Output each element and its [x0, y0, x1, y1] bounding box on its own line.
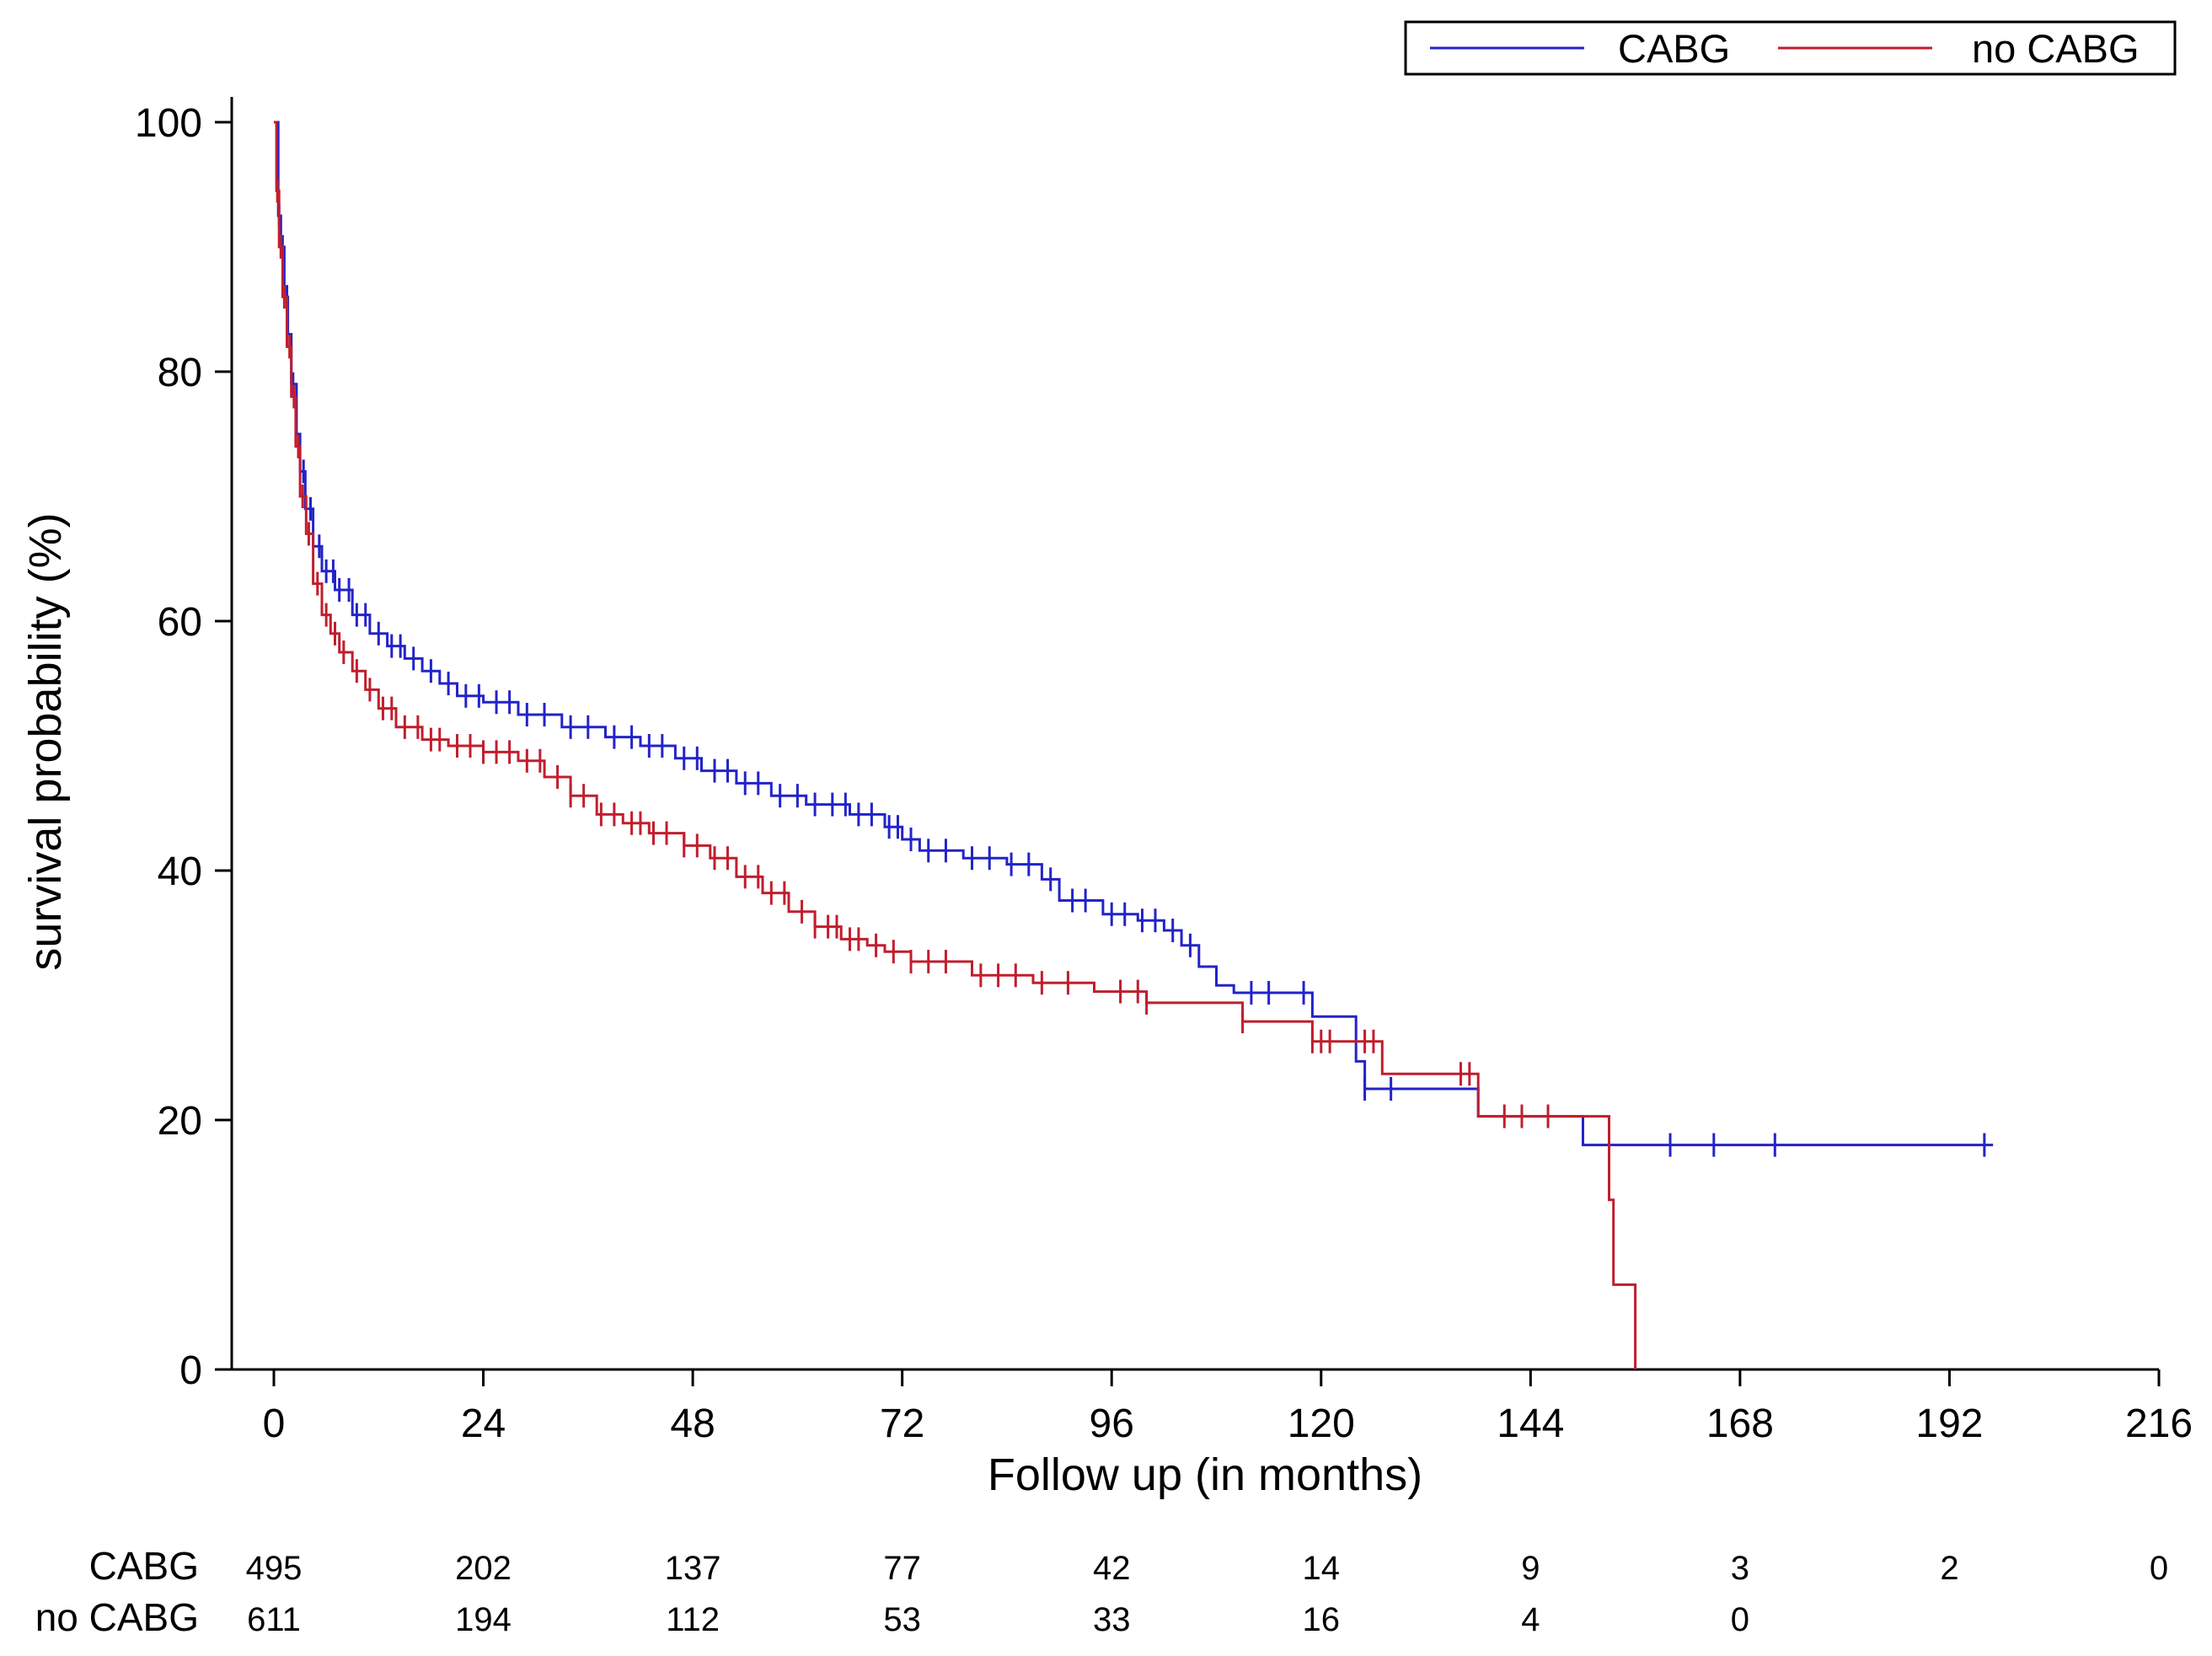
risk-count: 611: [247, 1601, 301, 1638]
x-tick-label: 192: [1915, 1401, 1983, 1446]
x-tick-label: 144: [1497, 1401, 1564, 1446]
risk-count: 2: [1940, 1550, 1958, 1587]
risk-count: 42: [1093, 1550, 1131, 1587]
y-tick-label: 80: [158, 351, 202, 395]
risk-count: 0: [1731, 1601, 1749, 1638]
risk-count: 112: [666, 1601, 720, 1638]
x-tick-label: 24: [461, 1401, 506, 1446]
x-tick-label: 0: [263, 1401, 286, 1446]
x-tick-label: 72: [880, 1401, 924, 1446]
y-tick-label: 100: [135, 101, 202, 146]
risk-count: 4: [1521, 1601, 1540, 1638]
risk-count: 194: [455, 1601, 511, 1638]
y-tick-label: 60: [158, 600, 202, 645]
y-axis-title: survival probability (%): [20, 512, 71, 970]
x-axis-title: Follow up (in months): [988, 1450, 1422, 1500]
x-tick-label: 120: [1288, 1401, 1355, 1446]
y-tick-label: 20: [158, 1099, 202, 1144]
risk-table: CABG 495 202 137 77 42 14 9 3 2 0 no CABG 611 194 112 5…: [35, 1544, 2168, 1639]
y-tick-label: 40: [158, 849, 202, 894]
x-tick-label: 216: [2125, 1401, 2193, 1446]
x-tick-label: 48: [670, 1401, 715, 1446]
x-tick-label: 168: [1706, 1401, 1774, 1446]
risk-count: 14: [1303, 1550, 1341, 1587]
legend-label-cabg: CABG: [1618, 26, 1730, 71]
risk-count: 495: [246, 1550, 303, 1587]
risk-count: 16: [1303, 1601, 1341, 1638]
risk-row-label: CABG: [89, 1544, 199, 1588]
risk-count: 53: [883, 1601, 921, 1638]
risk-count: 77: [883, 1550, 921, 1587]
legend: CABG no CABG: [1404, 20, 2177, 76]
y-tick-label: 0: [179, 1348, 202, 1393]
x-tick-label: 96: [1090, 1401, 1134, 1446]
risk-count: 202: [455, 1550, 511, 1587]
risk-row-label: no CABG: [35, 1595, 199, 1639]
survival-curve-no-cabg: [274, 121, 1637, 1369]
series-layer: [274, 121, 1994, 1369]
risk-count: 9: [1521, 1550, 1540, 1587]
legend-label-no-cabg: no CABG: [1972, 26, 2140, 71]
risk-count: 3: [1731, 1550, 1749, 1587]
axes: 0 20 40 60 80 100 0 24 48 72 96 120 144 168 192 216: [135, 97, 2193, 1446]
risk-count: 33: [1093, 1601, 1131, 1638]
risk-count: 137: [665, 1550, 721, 1587]
risk-count: 0: [2150, 1550, 2168, 1587]
